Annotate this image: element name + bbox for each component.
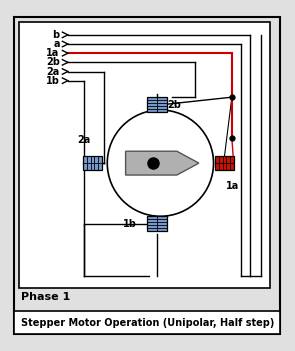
Bar xyxy=(83,156,102,171)
Text: 1a: 1a xyxy=(46,48,60,58)
Bar xyxy=(215,156,234,171)
Text: Phase 1: Phase 1 xyxy=(21,292,71,302)
Text: 2b: 2b xyxy=(46,57,60,67)
Text: b: b xyxy=(53,30,60,40)
Text: 2a: 2a xyxy=(46,67,60,77)
Bar xyxy=(147,97,167,112)
Text: 2b: 2b xyxy=(167,99,181,110)
Text: 1b: 1b xyxy=(123,219,137,229)
Circle shape xyxy=(107,110,214,216)
Text: 1b: 1b xyxy=(46,76,60,86)
Text: Stepper Motor Operation (Unipolar, Half step): Stepper Motor Operation (Unipolar, Half … xyxy=(21,318,274,329)
Polygon shape xyxy=(126,151,199,175)
Text: 1a: 1a xyxy=(226,181,240,191)
Bar xyxy=(19,22,270,288)
Bar xyxy=(14,311,281,335)
Text: a: a xyxy=(53,39,60,49)
Bar xyxy=(147,216,167,231)
Text: 2a: 2a xyxy=(78,135,91,145)
